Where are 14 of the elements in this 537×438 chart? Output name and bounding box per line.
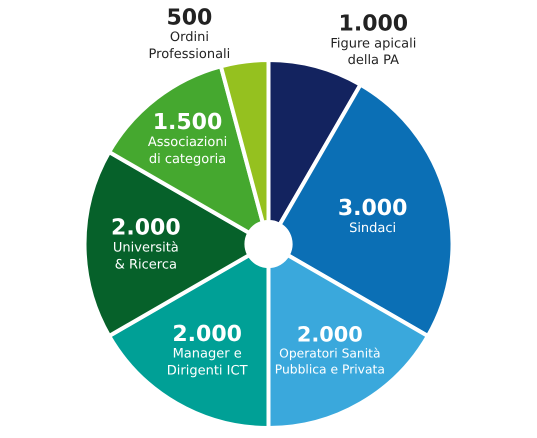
slice-label: Associazioni di categoria <box>148 134 228 167</box>
slice-label: Ordini Professionali <box>148 30 230 62</box>
slice-label: Università & Ricerca <box>112 240 179 272</box>
data-label: 2.000 <box>111 216 181 241</box>
data-label: 1.000 <box>338 11 408 36</box>
slice-label: Sindaci <box>349 221 396 236</box>
slice-label: Manager e Dirigenti ICT <box>166 346 248 379</box>
data-label: 1.500 <box>152 110 222 136</box>
data-label: 3.000 <box>338 196 408 222</box>
data-label: 500 <box>166 5 212 30</box>
slice-label: Operatori Sanità Pubblica e Privata <box>274 346 385 376</box>
data-label: 2.000 <box>172 322 242 347</box>
slice-label: Figure apicali della PA <box>330 36 416 68</box>
data-label: 2.000 <box>296 322 363 346</box>
